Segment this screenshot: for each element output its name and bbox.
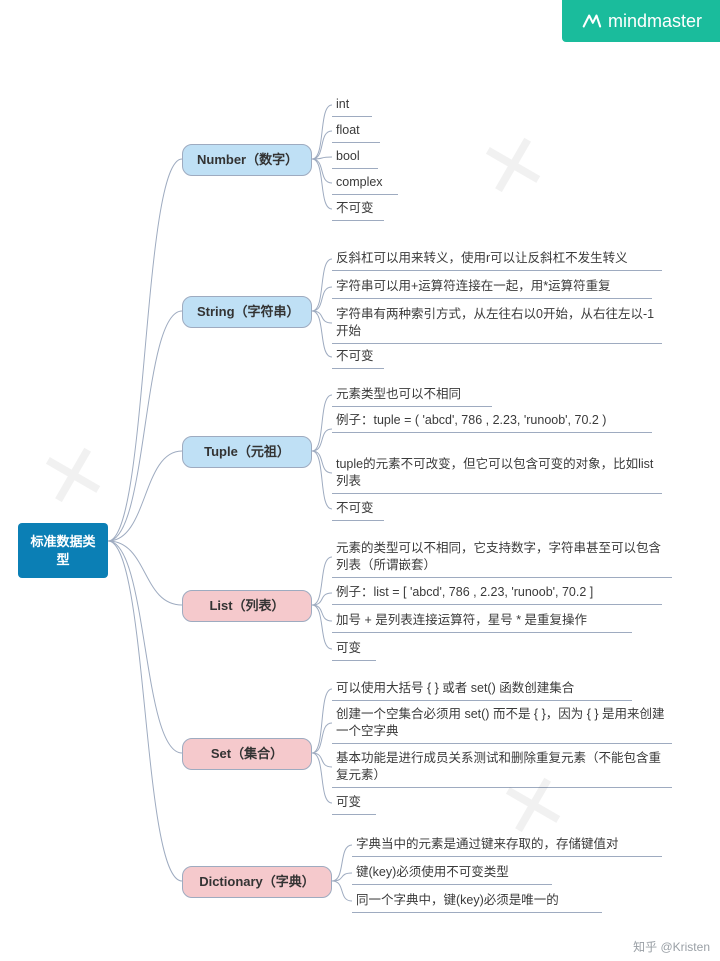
leaf-number-0: int — [332, 94, 372, 117]
leaf-tuple-1: 例子：tuple = ( 'abcd', 786 , 2.23, 'runoob… — [332, 410, 652, 433]
leaf-dict-0: 字典当中的元素是通过键来存取的，存储键值对 — [352, 834, 662, 857]
branch-dict: Dictionary（字典） — [182, 866, 332, 898]
leaf-dict-1: 键(key)必须使用不可变类型 — [352, 862, 552, 885]
leaf-tuple-3: 不可变 — [332, 498, 384, 521]
leaf-number-4: 不可变 — [332, 198, 384, 221]
branch-list: List（列表） — [182, 590, 312, 622]
leaf-string-1: 字符串可以用+运算符连接在一起，用*运算符重复 — [332, 276, 652, 299]
watermark-faint: ✕ — [469, 113, 558, 220]
leaf-set-3: 可变 — [332, 792, 376, 815]
leaf-list-2: 加号 + 是列表连接运算符，星号 * 是重复操作 — [332, 610, 632, 633]
leaf-string-2: 字符串有两种索引方式，从左往右以0开始，从右往左以-1开始 — [332, 304, 662, 344]
brand-badge: mindmaster — [562, 0, 720, 42]
leaf-string-0: 反斜杠可以用来转义，使用r可以让反斜杠不发生转义 — [332, 248, 662, 271]
root-node: 标准数据类型 — [18, 523, 108, 578]
leaf-list-3: 可变 — [332, 638, 376, 661]
leaf-number-2: bool — [332, 146, 378, 169]
leaf-list-1: 例子：list = [ 'abcd', 786 , 2.23, 'runoob'… — [332, 582, 662, 605]
leaf-dict-2: 同一个字典中，键(key)必须是唯一的 — [352, 890, 602, 913]
branch-number: Number（数字） — [182, 144, 312, 176]
watermark-faint: ✕ — [29, 423, 118, 530]
leaf-tuple-2: tuple的元素不可改变，但它可以包含可变的对象，比如list列表 — [332, 454, 662, 494]
branch-string: String（字符串） — [182, 296, 312, 328]
leaf-number-3: complex — [332, 172, 398, 195]
branch-tuple: Tuple（元祖） — [182, 436, 312, 468]
leaf-number-1: float — [332, 120, 380, 143]
leaf-list-0: 元素的类型可以不相同，它支持数字，字符串甚至可以包含列表（所谓嵌套） — [332, 538, 672, 578]
branch-set: Set（集合） — [182, 738, 312, 770]
leaf-set-0: 可以使用大括号 { } 或者 set() 函数创建集合 — [332, 678, 632, 701]
leaf-string-3: 不可变 — [332, 346, 384, 369]
attribution-text: 知乎 @Kristen — [633, 938, 710, 955]
leaf-set-2: 基本功能是进行成员关系测试和删除重复元素（不能包含重复元素） — [332, 748, 672, 788]
mindmap-canvas: 标准数据类型 Number（数字） int float bool complex 不可变 S… — [0, 0, 720, 961]
brand-logo-icon — [580, 10, 602, 32]
leaf-tuple-0: 元素类型也可以不相同 — [332, 384, 492, 407]
brand-name: mindmaster — [608, 11, 702, 32]
leaf-set-1: 创建一个空集合必须用 set() 而不是 { }，因为 { } 是用来创建一个空… — [332, 704, 672, 744]
